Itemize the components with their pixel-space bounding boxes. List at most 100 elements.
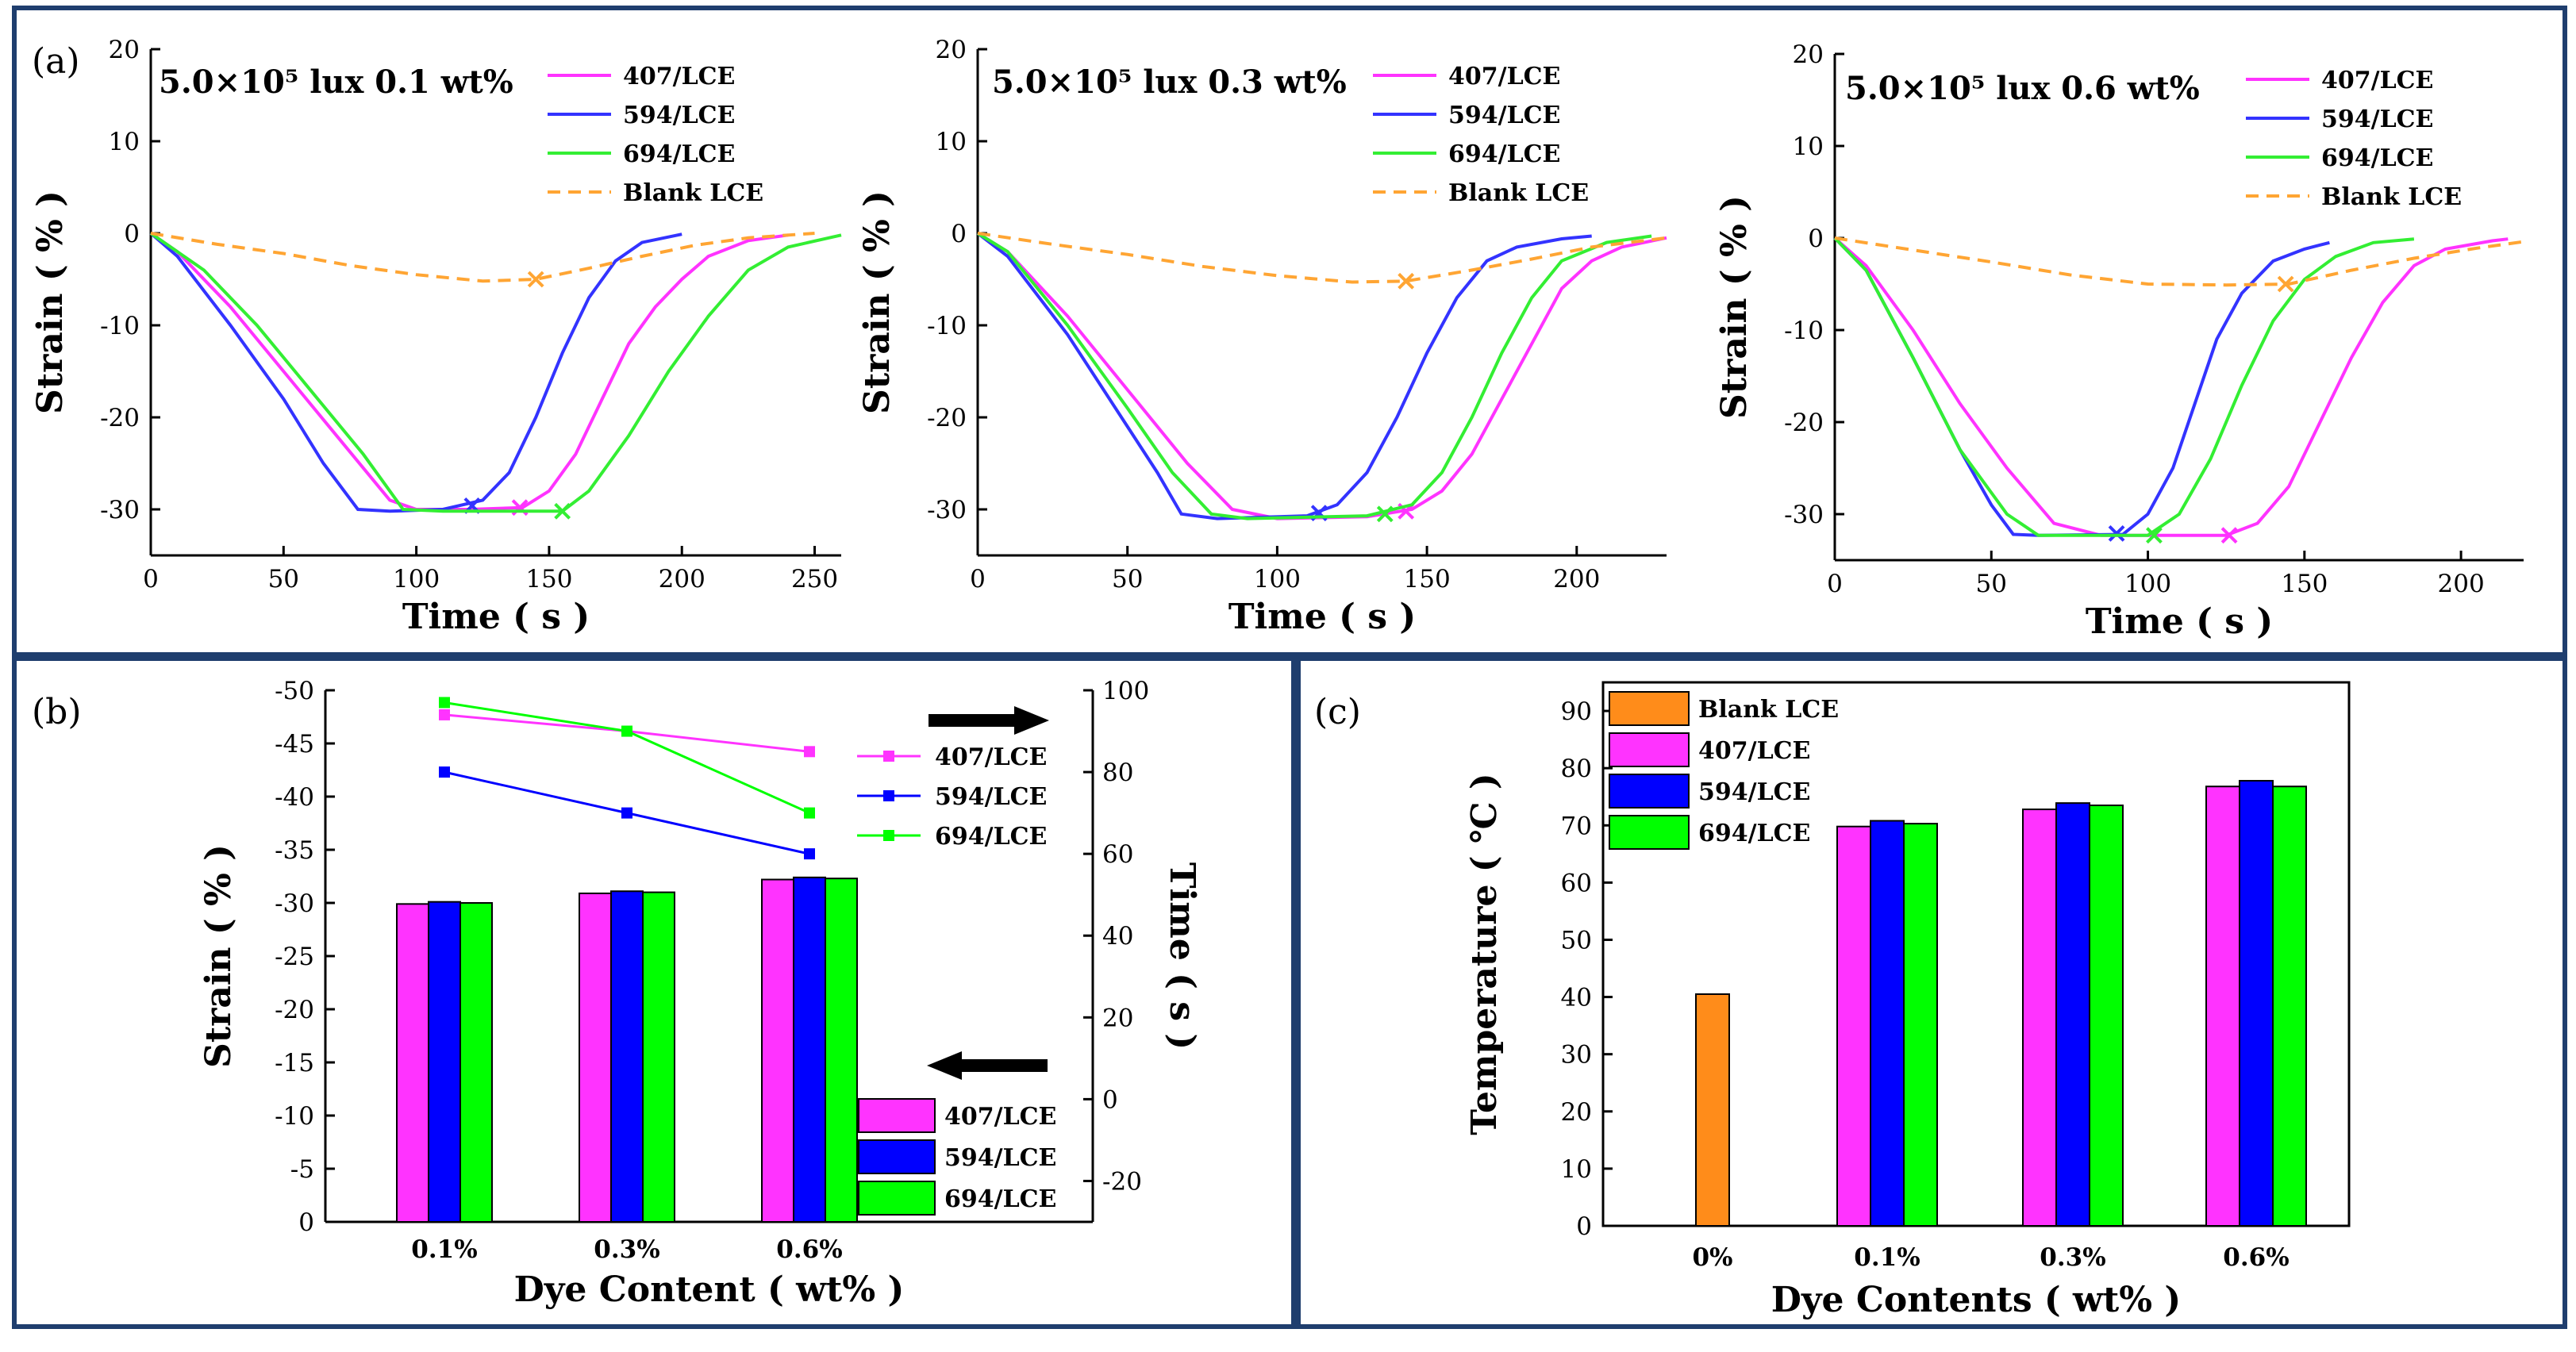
x-tick-label: 150 xyxy=(525,565,572,593)
x-tick-label: 100 xyxy=(1254,565,1301,593)
y2-tick-label: 60 xyxy=(1102,840,1133,869)
end-marker-blank-lce xyxy=(527,271,544,288)
bar-594-lce-0-1 xyxy=(1870,820,1905,1227)
y-tick-label: 30 xyxy=(1561,1041,1592,1070)
time-point-407-lce xyxy=(439,709,450,720)
series-line-594-lce xyxy=(149,232,682,513)
y-axis-title: Strain ( % ) xyxy=(30,190,71,414)
legend-label-594-lce: 594/LCE xyxy=(623,102,735,129)
series-line-694-lce xyxy=(976,232,1652,520)
bar-694-lce-0-6 xyxy=(825,878,858,1223)
end-marker-694-lce xyxy=(554,502,571,520)
x-tick-label: 100 xyxy=(2124,570,2171,598)
y-tick-label: -10 xyxy=(275,1102,314,1131)
y-tick-label: 80 xyxy=(1561,755,1592,783)
y2-tick-label: 20 xyxy=(1102,1004,1133,1032)
legend-label-594-lce: 594/LCE xyxy=(2321,106,2433,133)
legend-label-694-lce: 694/LCE xyxy=(623,140,735,168)
y-tick-label: 10 xyxy=(1793,133,1824,161)
series-line-694-lce xyxy=(149,232,842,513)
end-marker-694-lce xyxy=(1376,505,1394,523)
line-legend-label-694-lce: 694/LCE xyxy=(935,823,1047,851)
bar-407-lce-0-6 xyxy=(761,878,794,1223)
x-tick-label: 200 xyxy=(659,565,706,593)
y-tick-label: -30 xyxy=(100,496,140,524)
legend-label-594-lce: 594/LCE xyxy=(1698,778,1810,806)
legend-label-694-lce: 694/LCE xyxy=(1448,140,1560,168)
y-tick-label: 20 xyxy=(936,36,967,64)
bar-594-lce-0-3 xyxy=(610,890,644,1223)
x-tick-label: 0.1% xyxy=(411,1235,477,1264)
y-tick-label: -20 xyxy=(1784,409,1824,437)
plot-frame xyxy=(1601,681,2351,1227)
y-tick-label: -25 xyxy=(275,943,314,971)
right-arrow-head xyxy=(1014,706,1049,735)
bar-594-lce-0-6 xyxy=(2239,780,2274,1227)
x-tick-label: 200 xyxy=(2438,570,2485,598)
legend-label-blank-lce: Blank LCE xyxy=(1698,696,1839,724)
left-arrow-head xyxy=(927,1051,962,1080)
line-legend-label-594-lce: 594/LCE xyxy=(935,783,1047,811)
series-line-407-lce xyxy=(1833,236,2509,537)
series-line-blank-lce xyxy=(1834,236,2524,287)
bar-407-lce-0-6 xyxy=(2205,785,2240,1227)
y-tick-label: -20 xyxy=(927,404,967,432)
y-tick-label: -5 xyxy=(290,1155,314,1184)
y-tick-label: -35 xyxy=(275,836,314,865)
y-axis-title: Strain ( % ) xyxy=(1714,195,1755,419)
y-axis-title: Strain ( % ) xyxy=(198,844,239,1068)
panel-b-label: (b) xyxy=(32,692,82,732)
x-tick-label: 0 xyxy=(970,565,986,593)
time-point-594-lce xyxy=(621,807,632,819)
bar-407-lce-0-1 xyxy=(396,903,429,1223)
bar-legend-swatch-694-lce xyxy=(858,1181,936,1216)
line-legend-label-407-lce: 407/LCE xyxy=(935,743,1047,771)
bar-694-lce-0-1 xyxy=(1903,823,1938,1227)
x-tick-label: 50 xyxy=(1112,565,1143,593)
y-tick-label: 50 xyxy=(1561,926,1592,954)
bar-694-lce-0-6 xyxy=(2272,785,2307,1227)
time-point-594-lce xyxy=(439,766,450,778)
x-tick-label: 150 xyxy=(1404,565,1451,593)
legend-swatch-407-lce xyxy=(1609,732,1690,767)
legend-label-407-lce: 407/LCE xyxy=(1698,737,1810,765)
chart-b-strain-time-bars: 0 -5 -10 -15 -20 -25 -30 -35 -40 -45 -50 -20 0 20 40 60… xyxy=(198,677,1202,1310)
y-tick-label: -30 xyxy=(275,889,314,918)
end-marker-594-lce xyxy=(2108,524,2125,542)
x-tick-label: 50 xyxy=(268,565,299,593)
end-marker-blank-lce xyxy=(1398,272,1415,290)
x-tick-label: 0 xyxy=(143,565,159,593)
bar-legend-label-694-lce: 694/LCE xyxy=(944,1185,1056,1213)
y-tick-label: -45 xyxy=(275,730,314,759)
bar-legend-swatch-407-lce xyxy=(858,1098,936,1133)
y2-tick-label: 80 xyxy=(1102,759,1133,787)
x-tick-label: 50 xyxy=(1976,570,2007,598)
x-axis-title: Dye Contents ( wt% ) xyxy=(1771,1280,2181,1320)
legend-swatch-694-lce xyxy=(1609,815,1690,850)
bar-407-lce-0-3 xyxy=(2022,809,2057,1227)
time-point-407-lce xyxy=(804,746,815,758)
panel-c-frame xyxy=(1296,656,2567,1329)
y-tick-label: 20 xyxy=(1793,40,1824,69)
time-point-694-lce xyxy=(621,725,632,737)
x-tick-label: 200 xyxy=(1553,565,1600,593)
bar-legend-swatch-594-lce xyxy=(858,1139,936,1174)
condition-annotation: 5.0×10⁵ lux 0.6 wt% xyxy=(1845,70,2200,107)
y-tick-label: 0 xyxy=(124,220,140,248)
time-point-694-lce xyxy=(804,807,815,819)
y-tick-label: 0 xyxy=(1576,1212,1592,1241)
y2-tick-label: 40 xyxy=(1102,922,1133,951)
panel-c-label: (c) xyxy=(1314,692,1361,732)
line-legend-marker-594-lce xyxy=(883,790,894,801)
legend-label-blank-lce: Blank LCE xyxy=(2321,183,2462,211)
y-tick-label: -10 xyxy=(927,312,967,340)
y-tick-label: -40 xyxy=(275,783,314,812)
y-tick-label: 60 xyxy=(1561,869,1592,897)
y-tick-label: 20 xyxy=(1561,1098,1592,1127)
y-tick-label: 0 xyxy=(298,1208,314,1237)
series-line-407-lce xyxy=(976,232,1667,520)
x-tick-label: 0 xyxy=(1827,570,1843,598)
